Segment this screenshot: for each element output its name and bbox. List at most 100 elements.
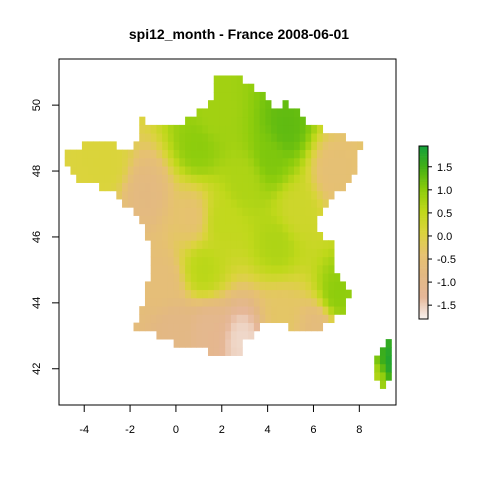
raster-cell	[316, 240, 324, 249]
raster-cell	[311, 297, 318, 307]
raster-cell	[351, 157, 358, 167]
raster-cell	[276, 141, 283, 151]
colorbar-band	[419, 284, 428, 287]
raster-cell	[150, 322, 157, 332]
raster-cell	[190, 281, 197, 291]
raster-cell	[265, 289, 272, 299]
raster-cell	[116, 182, 123, 192]
raster-cell	[288, 149, 295, 159]
raster-cell	[219, 330, 226, 340]
raster-cell	[225, 240, 232, 249]
raster-cell	[167, 297, 175, 307]
raster-cell	[328, 297, 335, 307]
raster-cell	[259, 199, 266, 208]
raster-cell	[208, 133, 215, 142]
raster-cell	[282, 264, 289, 274]
colorbar-band	[419, 264, 428, 266]
raster-cell	[248, 240, 255, 249]
raster-cell	[93, 141, 100, 151]
raster-cell	[139, 149, 146, 159]
raster-cell	[374, 363, 381, 373]
raster-cell	[282, 314, 289, 324]
colorbar-band	[419, 154, 428, 157]
raster-cell	[144, 289, 152, 299]
raster-cell	[173, 215, 180, 225]
raster-cell	[213, 108, 220, 118]
raster-cell	[185, 232, 192, 241]
raster-cell	[311, 199, 318, 208]
raster-cell	[276, 133, 283, 142]
raster-cell	[276, 149, 283, 159]
raster-cell	[316, 281, 324, 291]
raster-cell	[288, 264, 295, 274]
raster-cell	[345, 289, 352, 299]
raster-cell	[162, 166, 169, 175]
raster-cell	[288, 289, 295, 299]
raster-cell	[196, 306, 203, 315]
raster-cell	[311, 232, 318, 241]
raster-cell	[139, 182, 146, 192]
raster-cell	[202, 207, 209, 216]
raster-cell	[167, 330, 175, 340]
raster-cell	[162, 174, 169, 183]
raster-cell	[242, 141, 249, 151]
raster-cell	[133, 157, 140, 167]
raster-cell	[116, 174, 123, 183]
raster-cell	[299, 207, 306, 216]
raster-cell	[311, 223, 318, 233]
raster-cell	[316, 314, 324, 324]
raster-cell	[334, 289, 341, 299]
raster-cell	[322, 273, 329, 282]
raster-cell	[225, 141, 232, 151]
raster-cell	[179, 149, 186, 159]
raster-cell	[236, 314, 243, 324]
raster-cell	[167, 264, 175, 274]
raster-cell	[259, 215, 266, 225]
raster-cell	[242, 314, 249, 324]
raster-cell	[219, 83, 226, 93]
raster-cell	[196, 232, 203, 241]
raster-cell	[219, 166, 226, 175]
raster-cell	[271, 273, 278, 282]
raster-cell	[213, 199, 220, 208]
raster-cell	[253, 207, 260, 216]
colorbar-band	[419, 285, 428, 288]
colorbar-band	[419, 176, 428, 179]
raster-cell	[144, 322, 152, 332]
raster-cell	[282, 273, 289, 282]
raster-cell	[276, 289, 283, 299]
raster-cell	[213, 133, 220, 142]
raster-cell	[305, 182, 312, 192]
raster-cell	[167, 124, 175, 134]
raster-cell	[162, 182, 169, 192]
raster-cell	[162, 314, 169, 324]
colorbar-band	[419, 308, 428, 311]
raster-cell	[293, 297, 301, 307]
raster-cell	[104, 149, 111, 159]
colorbar-band	[419, 184, 428, 187]
raster-cell	[311, 149, 318, 159]
colorbar-band	[419, 219, 428, 222]
raster-cell	[225, 314, 232, 324]
raster-cell	[293, 174, 301, 183]
colorbar-band	[419, 202, 428, 204]
raster-cell	[236, 199, 243, 208]
raster-cell	[276, 174, 283, 183]
raster-cell	[156, 248, 163, 258]
raster-cell	[230, 157, 238, 167]
raster-cell	[259, 157, 266, 167]
raster-cell	[242, 240, 249, 249]
raster-cell	[202, 339, 209, 348]
raster-cell	[116, 166, 123, 175]
raster-cell	[116, 190, 123, 200]
raster-cell	[173, 256, 180, 266]
raster-cell	[253, 240, 260, 249]
raster-cell	[162, 141, 169, 151]
raster-cell	[328, 182, 335, 192]
raster-cell	[139, 199, 146, 208]
raster-cell	[173, 141, 180, 151]
colorbar-band	[419, 288, 428, 291]
raster-cell	[316, 297, 324, 307]
raster-cell	[253, 215, 260, 225]
colorbar-band	[419, 271, 428, 274]
